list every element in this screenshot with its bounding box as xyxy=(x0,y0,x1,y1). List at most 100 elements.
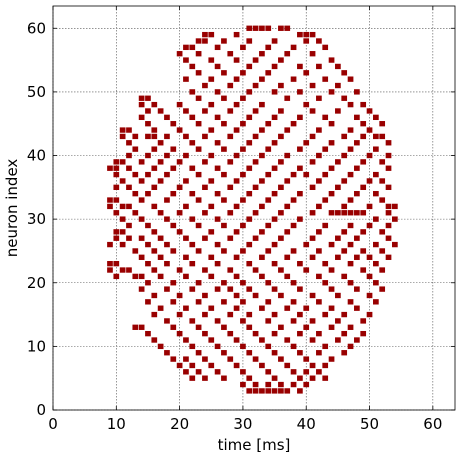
spike-marker xyxy=(265,299,272,305)
spike-marker xyxy=(214,89,221,95)
spike-marker xyxy=(170,280,177,286)
spike-marker xyxy=(233,337,240,343)
spike-marker xyxy=(246,324,253,330)
spike-marker xyxy=(366,222,373,229)
spike-marker xyxy=(290,197,297,203)
spike-marker xyxy=(195,222,202,229)
spike-marker xyxy=(271,311,278,318)
spike-marker xyxy=(265,70,272,76)
spike-marker xyxy=(195,197,202,203)
spike-marker xyxy=(132,210,139,216)
spike-marker xyxy=(208,305,215,311)
spike-marker xyxy=(278,388,284,394)
spike-marker xyxy=(126,165,132,171)
spike-marker xyxy=(297,260,303,267)
spike-marker xyxy=(322,260,329,267)
spike-marker xyxy=(265,25,272,31)
spike-marker xyxy=(284,337,291,343)
spike-marker xyxy=(347,76,354,82)
spike-marker xyxy=(373,191,379,197)
spike-marker xyxy=(195,299,202,305)
spike-marker xyxy=(347,241,354,248)
spike-marker xyxy=(322,343,329,350)
spike-marker xyxy=(233,101,240,108)
spike-marker xyxy=(373,133,379,140)
spike-marker xyxy=(297,191,303,197)
spike-marker xyxy=(322,146,329,152)
spike-marker xyxy=(145,191,151,197)
spike-marker xyxy=(259,229,265,235)
spike-marker xyxy=(316,369,322,375)
spike-marker xyxy=(164,133,170,140)
y-tick-label: 50 xyxy=(27,83,46,101)
spike-marker xyxy=(195,95,202,101)
y-tick-label: 60 xyxy=(27,19,46,37)
spike-marker xyxy=(126,222,132,229)
spike-marker xyxy=(189,260,196,267)
spike-marker xyxy=(366,203,373,210)
spike-marker xyxy=(284,362,291,369)
spike-marker xyxy=(271,89,278,95)
spike-marker xyxy=(246,140,253,146)
spike-marker xyxy=(119,216,126,222)
spike-marker xyxy=(316,299,322,305)
spike-marker xyxy=(309,133,316,140)
spike-marker xyxy=(309,184,316,190)
spike-marker xyxy=(347,210,354,216)
spike-marker xyxy=(113,184,120,190)
spike-marker xyxy=(284,273,291,280)
spike-marker xyxy=(322,44,329,51)
plot-frame xyxy=(52,5,456,411)
spike-marker xyxy=(309,337,316,343)
spike-marker xyxy=(385,165,392,171)
spike-marker xyxy=(284,178,291,184)
spike-marker xyxy=(195,171,202,178)
spike-marker xyxy=(347,197,354,203)
spike-marker xyxy=(303,369,310,375)
spike-marker xyxy=(379,178,386,184)
spike-marker xyxy=(240,343,246,350)
spike-marker xyxy=(195,248,202,254)
spike-marker xyxy=(328,210,335,216)
spike-marker xyxy=(271,38,278,44)
spike-marker xyxy=(183,203,189,210)
spike-marker xyxy=(240,299,246,305)
spike-marker xyxy=(252,82,259,89)
spike-marker xyxy=(176,267,183,273)
spike-marker xyxy=(271,241,278,248)
spike-marker xyxy=(309,375,316,381)
spike-marker xyxy=(189,44,196,51)
spike-marker xyxy=(151,146,158,152)
spike-marker xyxy=(271,388,278,394)
spike-marker xyxy=(233,229,240,235)
spike-marker xyxy=(183,235,189,241)
spike-marker xyxy=(278,133,284,140)
spike-marker xyxy=(360,133,367,140)
spike-marker xyxy=(208,254,215,260)
spike-marker xyxy=(316,95,322,101)
spike-marker xyxy=(183,76,189,82)
spike-marker xyxy=(303,356,310,362)
spike-marker xyxy=(303,241,310,248)
spike-marker xyxy=(126,140,132,146)
spike-marker xyxy=(341,152,348,159)
spike-marker xyxy=(113,165,120,171)
spike-marker xyxy=(303,140,310,146)
spike-marker xyxy=(227,51,234,57)
spike-marker xyxy=(138,178,145,184)
spike-marker xyxy=(360,318,367,324)
spike-marker xyxy=(214,165,221,171)
spike-marker xyxy=(341,311,348,318)
spike-marker xyxy=(233,31,240,38)
spike-marker xyxy=(265,381,272,388)
spike-marker xyxy=(259,127,265,133)
spike-marker xyxy=(252,159,259,165)
spike-marker xyxy=(271,216,278,222)
spike-marker xyxy=(265,388,272,394)
spike-marker xyxy=(347,260,354,267)
spike-marker xyxy=(176,51,183,57)
spike-marker xyxy=(392,216,398,222)
spike-marker xyxy=(119,203,126,210)
spike-marker xyxy=(176,159,183,165)
